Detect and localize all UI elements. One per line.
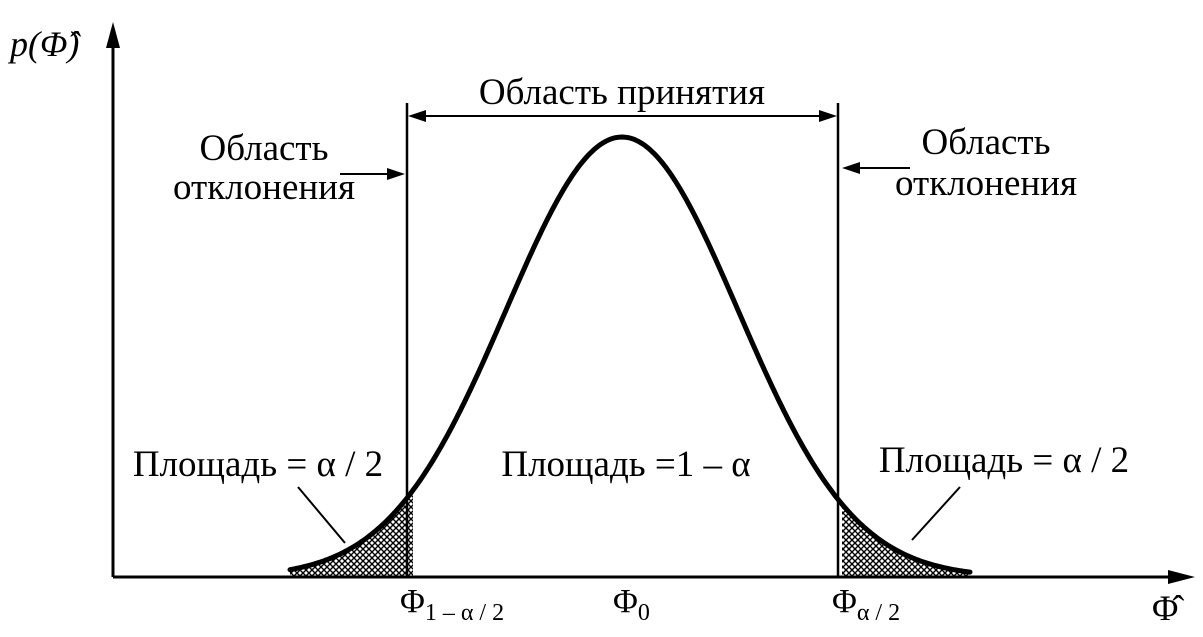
tick-center-mean: Φ0 bbox=[613, 583, 650, 626]
y-axis-label: p(Φ̂) bbox=[7, 24, 81, 64]
area-center-label: Площадь =1 – α bbox=[501, 444, 750, 485]
tick-left-critical: Φ1 – α / 2 bbox=[400, 583, 504, 626]
acceptance-arrow-left-head bbox=[408, 110, 426, 122]
x-axis-label: Φ̂ bbox=[1152, 588, 1184, 628]
rejection-region-left-line1: Область bbox=[200, 128, 329, 169]
rejection-arrow-left-head bbox=[387, 168, 405, 180]
y-axis-arrowhead bbox=[106, 22, 120, 48]
acceptance-arrow-right-head bbox=[819, 110, 837, 122]
area-right-label: Площадь = α / 2 bbox=[879, 440, 1129, 481]
rejection-arrow-right-head bbox=[842, 162, 860, 174]
rejection-region-right-line1: Область bbox=[922, 122, 1051, 163]
x-axis-arrowhead bbox=[1168, 570, 1195, 584]
rejection-region-left-line2: отклонения bbox=[173, 167, 355, 208]
tick-right-critical: Φα / 2 bbox=[832, 583, 900, 626]
acceptance-region-label: Область принятия bbox=[479, 72, 765, 113]
left-tail-shading bbox=[290, 490, 413, 577]
area-left-label: Площадь = α / 2 bbox=[133, 444, 383, 485]
left-area-leader bbox=[297, 486, 346, 544]
right-tail-shading bbox=[842, 504, 970, 577]
rejection-region-right-line2: отклонения bbox=[895, 163, 1077, 204]
density-curve bbox=[287, 134, 973, 575]
right-area-leader bbox=[911, 486, 961, 541]
